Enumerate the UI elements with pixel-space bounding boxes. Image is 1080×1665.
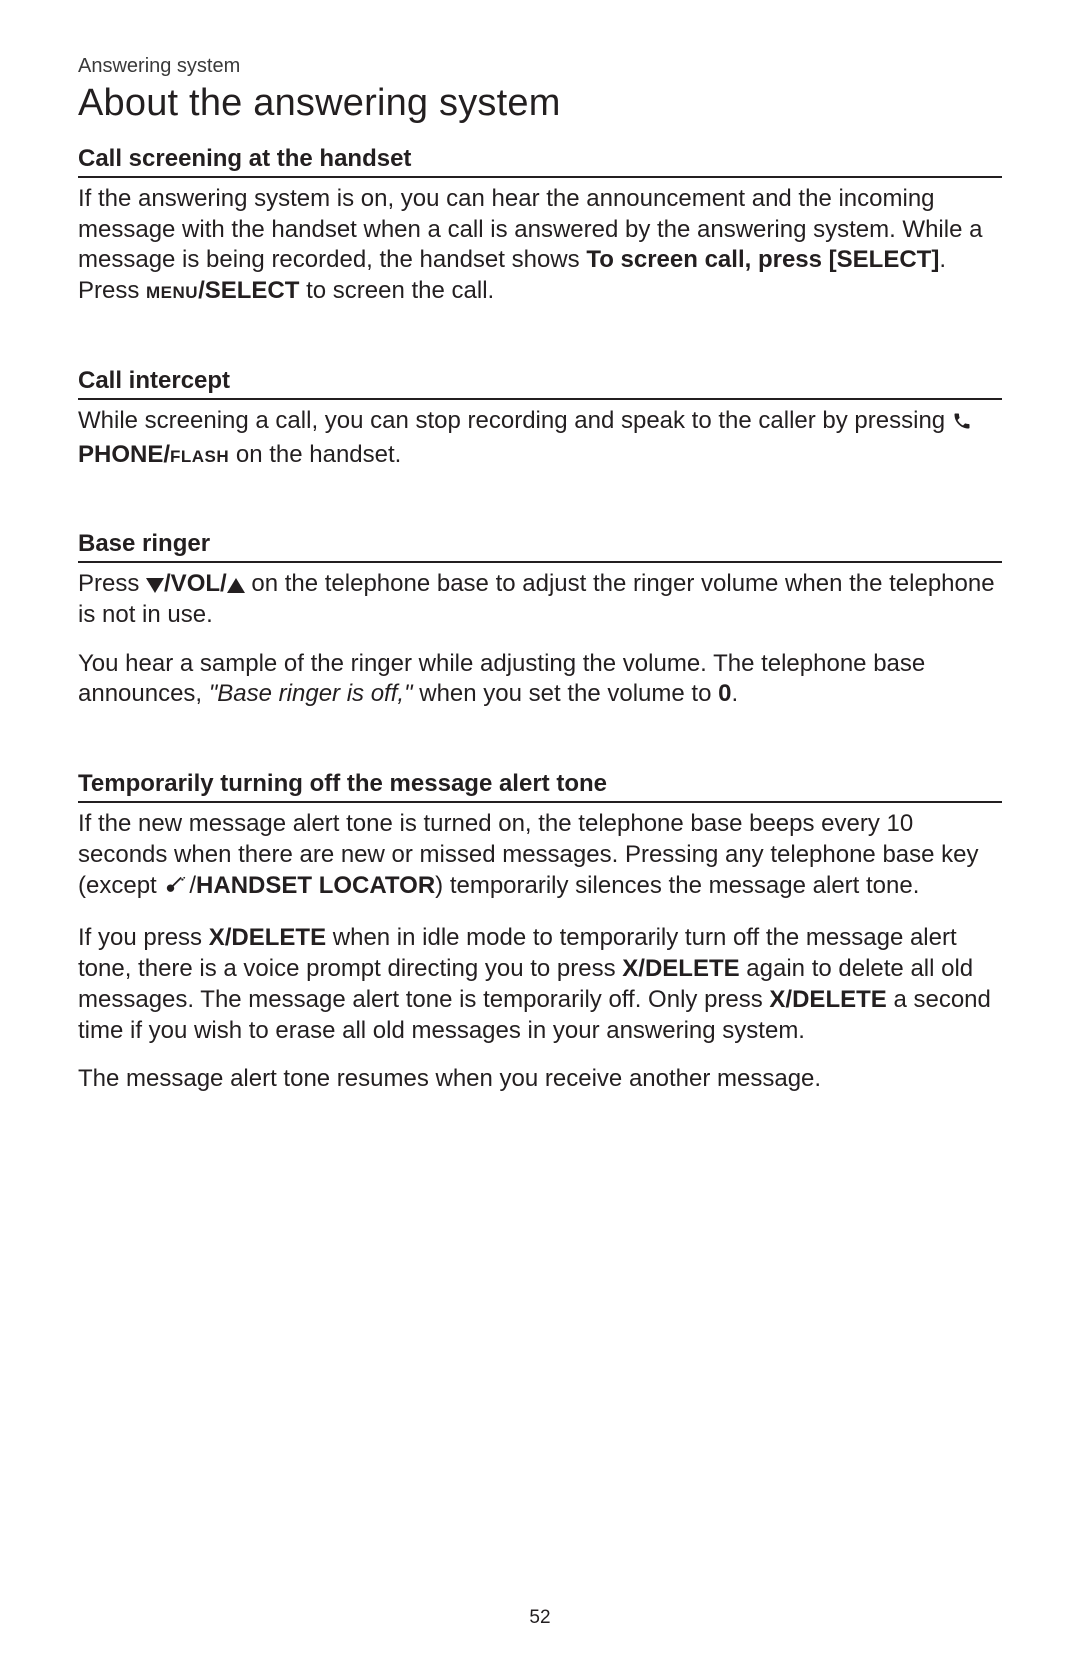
section-head-base-ringer: Base ringer	[78, 530, 1002, 563]
bold-xdelete-3: X/DELETE	[769, 986, 886, 1013]
section-head-call-intercept: Call intercept	[78, 367, 1002, 400]
bold-xdelete-1: X/DELETE	[209, 924, 326, 951]
bold-phone: PHONE/	[78, 441, 170, 468]
triangle-down-icon	[146, 578, 164, 593]
bold-zero: 0	[718, 680, 731, 707]
text: ) temporarily silences the message alert…	[435, 872, 919, 899]
text: when you set the volume to	[413, 680, 719, 707]
smallcaps-flash: flash	[170, 441, 229, 468]
para-alert-1: If the new message alert tone is turned …	[78, 809, 1002, 905]
para-call-intercept: While screening a call, you can stop rec…	[78, 406, 1002, 470]
handset-icon	[165, 875, 187, 906]
page-number: 52	[0, 1607, 1080, 1629]
breadcrumb: Answering system	[78, 55, 1002, 78]
section-head-alert-tone: Temporarily turning off the message aler…	[78, 770, 1002, 803]
bold-handset-locator: HANDSET LOCATOR	[196, 872, 435, 899]
para-alert-2: If you press X/DELETE when in idle mode …	[78, 923, 1002, 1046]
para-alert-3: The message alert tone resumes when you …	[78, 1064, 1002, 1095]
text: If you press	[78, 924, 209, 951]
para-base-ringer-1: Press /VOL/ on the telephone base to adj…	[78, 569, 1002, 630]
bold-select: /SELECT	[198, 277, 299, 304]
para-base-ringer-2: You hear a sample of the ringer while ad…	[78, 649, 1002, 710]
italic-ringer-off: "Base ringer is off,"	[209, 680, 413, 707]
para-call-screening: If the answering system is on, you can h…	[78, 184, 1002, 307]
text: Press	[78, 570, 146, 597]
smallcaps-menu: menu	[146, 277, 198, 304]
page-title: About the answering system	[78, 82, 1002, 125]
phone-icon	[952, 409, 972, 440]
text: .	[731, 680, 738, 707]
bold-to-screen: To screen call, press [SELECT]	[586, 246, 939, 273]
bold-vol: /VOL/	[164, 570, 227, 597]
text: to screen the call.	[299, 277, 494, 304]
bold-xdelete-2: X/DELETE	[622, 955, 739, 982]
section-head-call-screening: Call screening at the handset	[78, 145, 1002, 178]
triangle-up-icon	[227, 578, 245, 593]
text: While screening a call, you can stop rec…	[78, 407, 952, 434]
text: on the handset.	[229, 441, 401, 468]
